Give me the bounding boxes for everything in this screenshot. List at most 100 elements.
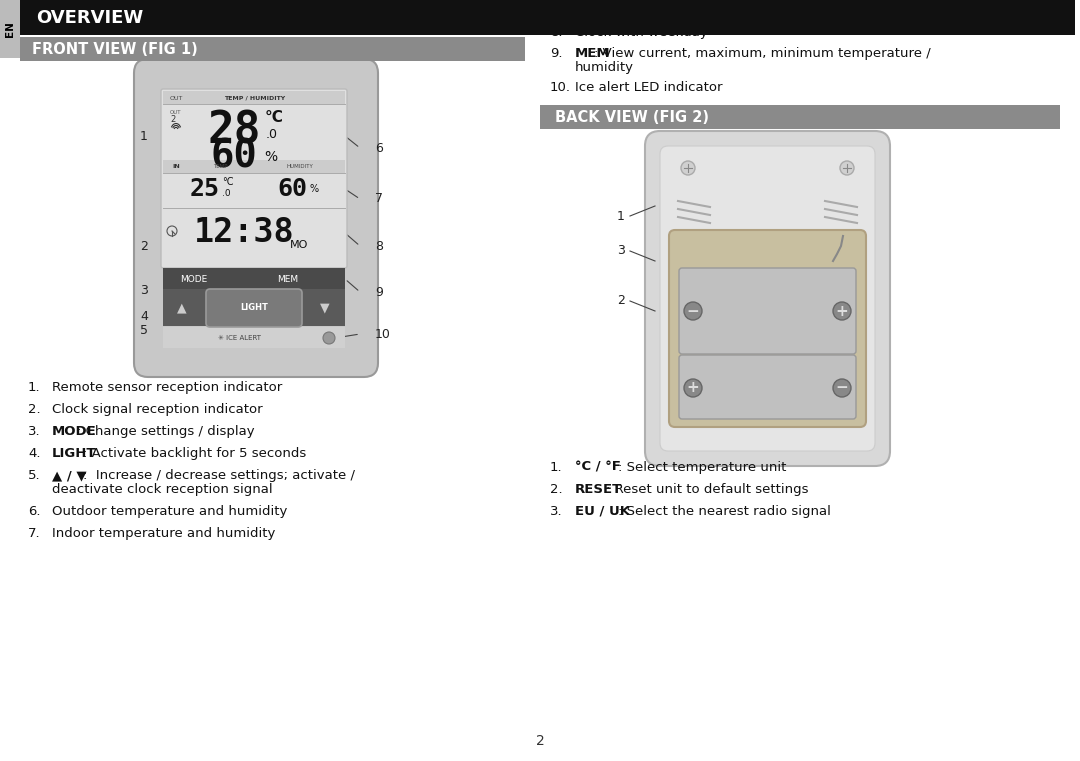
Text: 3.: 3. <box>28 425 41 438</box>
Text: Clock with weekday: Clock with weekday <box>575 26 707 39</box>
Text: 2: 2 <box>170 116 175 125</box>
Text: 6.: 6. <box>28 505 41 518</box>
Text: Clock signal reception indicator: Clock signal reception indicator <box>52 403 262 416</box>
FancyBboxPatch shape <box>163 289 345 326</box>
FancyBboxPatch shape <box>163 268 345 289</box>
Text: 3: 3 <box>617 244 625 257</box>
Text: 10.: 10. <box>550 81 571 94</box>
Text: 8: 8 <box>375 240 383 253</box>
Text: 3.: 3. <box>550 505 563 518</box>
Text: 5.: 5. <box>28 469 41 482</box>
Text: 10: 10 <box>375 327 391 340</box>
Text: TEMP: TEMP <box>213 164 227 170</box>
FancyBboxPatch shape <box>669 230 866 427</box>
Text: 4.: 4. <box>28 447 41 460</box>
Text: 60: 60 <box>276 177 307 201</box>
Text: 25: 25 <box>190 177 220 201</box>
Text: 28: 28 <box>207 110 260 152</box>
FancyBboxPatch shape <box>134 59 378 377</box>
FancyBboxPatch shape <box>540 105 1059 129</box>
Text: 2.: 2. <box>550 483 563 496</box>
Text: 2.: 2. <box>28 403 41 416</box>
Text: 2: 2 <box>140 240 148 253</box>
Text: OVERVIEW: OVERVIEW <box>36 9 144 27</box>
FancyBboxPatch shape <box>645 131 890 466</box>
Text: MODE: MODE <box>52 425 97 438</box>
Text: +: + <box>687 380 700 396</box>
Text: : Reset unit to default settings: : Reset unit to default settings <box>606 483 809 496</box>
Circle shape <box>840 161 854 175</box>
Text: 8.: 8. <box>550 26 563 39</box>
Text: EN: EN <box>5 21 15 37</box>
Text: 1: 1 <box>617 209 625 222</box>
Text: deactivate clock reception signal: deactivate clock reception signal <box>52 483 272 496</box>
Circle shape <box>681 161 696 175</box>
Circle shape <box>684 379 702 397</box>
Text: BACK VIEW (FIG 2): BACK VIEW (FIG 2) <box>555 110 708 125</box>
FancyBboxPatch shape <box>161 89 347 268</box>
Text: 2: 2 <box>617 295 625 307</box>
Circle shape <box>833 379 851 397</box>
Text: Indoor temperature and humidity: Indoor temperature and humidity <box>52 527 275 540</box>
Text: 2: 2 <box>536 734 544 748</box>
Text: %: % <box>264 150 278 164</box>
Text: MO: MO <box>291 240 309 250</box>
Text: MEM: MEM <box>276 275 298 284</box>
Text: 1.: 1. <box>28 381 41 394</box>
Circle shape <box>323 332 335 344</box>
Text: %: % <box>309 184 319 194</box>
FancyBboxPatch shape <box>206 289 302 327</box>
Text: : Select the nearest radio signal: : Select the nearest radio signal <box>619 505 832 518</box>
Text: MODE: MODE <box>180 275 207 284</box>
FancyBboxPatch shape <box>660 146 875 451</box>
Text: 5: 5 <box>140 324 148 337</box>
Text: MEM: MEM <box>575 47 610 60</box>
FancyBboxPatch shape <box>679 355 856 419</box>
Text: LIGHT: LIGHT <box>240 304 268 313</box>
Circle shape <box>833 302 851 320</box>
Text: −: − <box>687 304 700 319</box>
Text: 12:38: 12:38 <box>193 216 295 250</box>
Text: OUT: OUT <box>170 95 184 100</box>
Text: °C: °C <box>265 110 284 126</box>
Text: .0: .0 <box>266 129 278 142</box>
Text: ▲ / ▼: ▲ / ▼ <box>52 469 86 482</box>
FancyBboxPatch shape <box>163 160 345 173</box>
Text: humidity: humidity <box>575 61 634 74</box>
Text: ✳ ICE ALERT: ✳ ICE ALERT <box>218 335 261 341</box>
Text: 60: 60 <box>211 138 257 176</box>
FancyBboxPatch shape <box>163 327 345 348</box>
Text: LIGHT: LIGHT <box>52 447 96 460</box>
Text: 4: 4 <box>140 310 148 323</box>
Text: 9.: 9. <box>550 47 563 60</box>
Text: 6: 6 <box>375 142 383 154</box>
Text: Outdoor temperature and humidity: Outdoor temperature and humidity <box>52 505 287 518</box>
Text: 9: 9 <box>375 285 383 298</box>
Text: : Change settings / display: : Change settings / display <box>77 425 255 438</box>
Text: : Select temperature unit: : Select temperature unit <box>619 461 786 474</box>
Text: IN: IN <box>172 164 179 170</box>
Text: FRONT VIEW (FIG 1): FRONT VIEW (FIG 1) <box>32 42 198 56</box>
Text: 7.: 7. <box>28 527 41 540</box>
FancyBboxPatch shape <box>21 37 525 61</box>
Text: 1.: 1. <box>550 461 563 474</box>
Text: Ice alert LED indicator: Ice alert LED indicator <box>575 81 723 94</box>
Text: °C / °F: °C / °F <box>575 461 621 474</box>
Text: .0: .0 <box>222 189 231 198</box>
Text: 1: 1 <box>140 129 148 142</box>
Circle shape <box>684 302 702 320</box>
Text: : View current, maximum, minimum temperature /: : View current, maximum, minimum tempera… <box>594 47 930 60</box>
Text: +: + <box>836 304 849 319</box>
Text: °C: °C <box>222 177 233 187</box>
Text: : Activate backlight for 5 seconds: : Activate backlight for 5 seconds <box>83 447 307 460</box>
Text: ▲: ▲ <box>177 301 187 314</box>
FancyBboxPatch shape <box>679 268 856 354</box>
Text: RESET: RESET <box>575 483 622 496</box>
FancyBboxPatch shape <box>0 0 21 58</box>
Text: OUT: OUT <box>170 110 181 114</box>
FancyBboxPatch shape <box>163 91 345 104</box>
Text: Remote sensor reception indicator: Remote sensor reception indicator <box>52 381 282 394</box>
Text: HUMIDITY: HUMIDITY <box>286 164 313 170</box>
Text: EU / UK: EU / UK <box>575 505 630 518</box>
Text: −: − <box>836 380 849 396</box>
